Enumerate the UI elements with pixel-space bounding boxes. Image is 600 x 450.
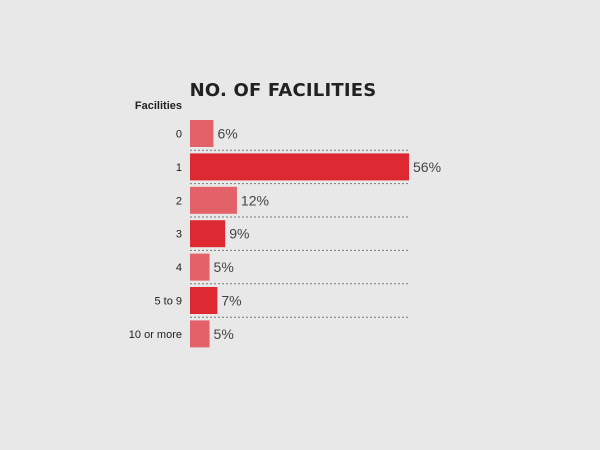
bar bbox=[190, 287, 218, 314]
category-label: 1 bbox=[176, 162, 182, 174]
category-label: 10 or more bbox=[129, 329, 182, 341]
value-label: 12% bbox=[241, 192, 269, 208]
category-label: 5 to 9 bbox=[154, 296, 182, 308]
category-label: 3 bbox=[176, 229, 182, 241]
category-label: 4 bbox=[176, 262, 182, 274]
bar bbox=[190, 120, 214, 147]
category-label: 0 bbox=[176, 129, 182, 141]
value-label: 56% bbox=[413, 159, 441, 175]
value-label: 7% bbox=[221, 293, 241, 309]
value-label: 9% bbox=[229, 226, 249, 242]
bar-rows: 0 6% 1 56% 2 12% 3 9% 4 5% 5 to 9 7% 10 or more 5% bbox=[129, 120, 441, 348]
bar bbox=[190, 220, 226, 248]
bar bbox=[190, 253, 210, 281]
value-label: 5% bbox=[214, 259, 234, 275]
category-label: 2 bbox=[176, 195, 182, 207]
y-axis-label: Facilities bbox=[135, 100, 182, 112]
bar bbox=[190, 153, 409, 181]
bar bbox=[190, 320, 210, 348]
value-label: 5% bbox=[214, 326, 234, 342]
chart-title: NO. OF FACILITIES bbox=[190, 80, 377, 101]
bar bbox=[190, 186, 237, 214]
value-label: 6% bbox=[217, 126, 237, 142]
